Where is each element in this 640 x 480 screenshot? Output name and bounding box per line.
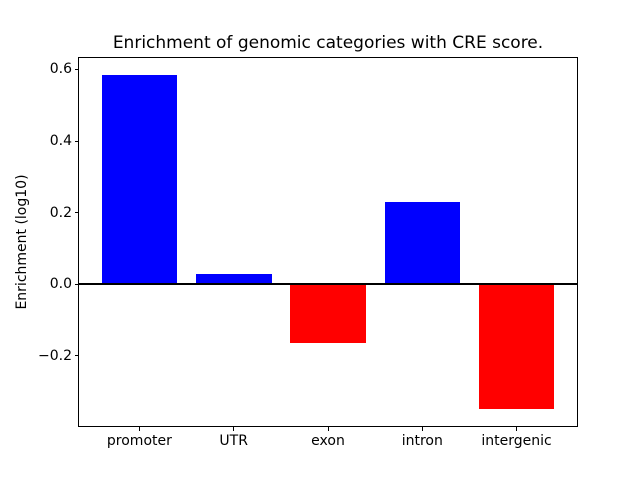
y-tick-label-0.4: 0.4 — [49, 133, 72, 149]
bar-promoter — [101, 74, 178, 284]
bar-intron — [384, 201, 461, 285]
y-tick — [75, 283, 79, 285]
x-tick-label-exon: exon — [311, 433, 345, 449]
y-tick — [75, 140, 79, 142]
x-tick-label-intergenic: intergenic — [481, 433, 552, 449]
x-tick-label-intron: intron — [401, 433, 443, 449]
bar-intergenic — [478, 284, 555, 410]
y-tick-label-0.6: 0.6 — [49, 61, 72, 78]
bar-UTR — [196, 274, 272, 285]
y-tick — [75, 68, 79, 70]
bar-exon — [290, 284, 366, 343]
y-tick-label-−0.2: −0.2 — [38, 347, 72, 364]
x-tick — [516, 427, 518, 431]
y-tick-label-0.0: 0.0 — [49, 276, 72, 292]
x-tick — [421, 427, 423, 431]
y-tick-label-0.2: 0.2 — [49, 204, 72, 221]
x-tick — [233, 427, 235, 431]
x-tick-label-promoter: promoter — [106, 433, 172, 449]
x-tick-label-UTR: UTR — [219, 433, 248, 449]
x-tick — [138, 427, 140, 431]
x-tick — [327, 427, 329, 431]
chart-title: Enrichment of genomic categories with CR… — [112, 33, 544, 53]
zero-baseline-line — [79, 283, 577, 285]
y-tick — [75, 355, 79, 356]
y-tick — [75, 212, 79, 213]
